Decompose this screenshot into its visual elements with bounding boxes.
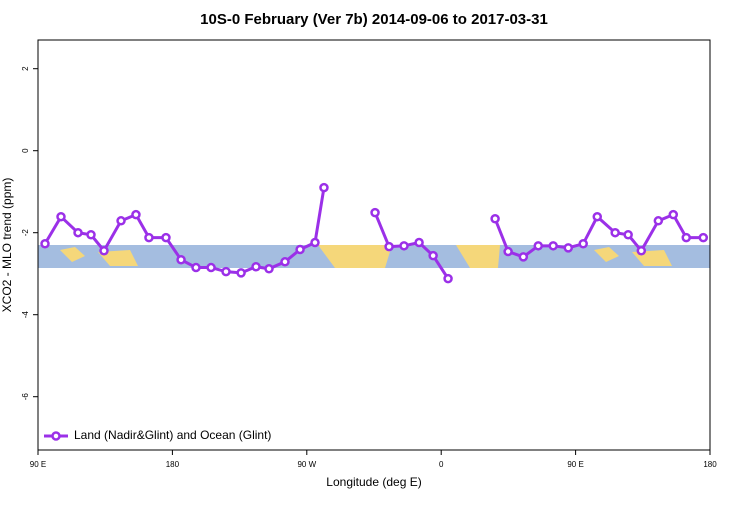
data-point: [251, 261, 261, 272]
data-point: [533, 241, 544, 251]
x-tick-label: 0: [439, 460, 444, 469]
data-point: [428, 250, 438, 261]
data-point: [280, 257, 290, 267]
data-point: [131, 209, 141, 220]
data-point: [548, 241, 558, 251]
data-point: [206, 262, 216, 273]
data-point: [384, 241, 394, 252]
data-point: [490, 214, 500, 224]
data-point: [161, 232, 171, 243]
x-tick-label: 90 W: [297, 460, 316, 469]
data-point: [86, 230, 96, 240]
data-point: [144, 232, 154, 243]
x-tick-label: 180: [703, 460, 717, 469]
data-point: [443, 273, 453, 284]
data-point: [176, 255, 186, 265]
legend-label: Land (Nadir&Glint) and Ocean (Glint): [74, 428, 271, 442]
data-point: [116, 216, 126, 226]
data-point: [668, 209, 679, 220]
data-point: [518, 252, 529, 262]
map-strip: [38, 245, 710, 268]
data-point: [578, 239, 588, 249]
y-tick-label: -6: [21, 393, 30, 401]
data-point: [399, 241, 409, 251]
chart-title: 10S-0 February (Ver 7b) 2014-09-06 to 20…: [200, 11, 548, 28]
y-tick-label: -2: [21, 229, 30, 237]
data-point: [40, 239, 50, 249]
data-point: [221, 266, 231, 277]
data-point: [191, 262, 201, 273]
data-point: [681, 232, 692, 243]
data-point: [56, 211, 66, 222]
data-point: [698, 232, 709, 243]
x-axis-label: Longitude (deg E): [326, 475, 421, 489]
data-point: [264, 264, 274, 274]
data-point: [623, 230, 633, 240]
y-tick-label: 0: [21, 148, 30, 153]
data-point: [592, 211, 603, 222]
data-point: [610, 227, 620, 238]
y-tick-label: 2: [21, 66, 30, 71]
data-point: [636, 245, 647, 256]
data-point: [319, 182, 329, 193]
data-point: [653, 216, 664, 226]
legend-marker: [51, 431, 61, 441]
x-tick-label: 180: [166, 460, 180, 469]
data-point: [563, 243, 574, 253]
x-tick-label: 90 E: [30, 460, 46, 469]
data-point: [503, 246, 513, 257]
data-point: [370, 207, 380, 218]
plot-frame: [37, 39, 711, 451]
data-point: [73, 227, 83, 238]
data-point: [295, 244, 305, 255]
y-axis-label: XCO2 - MLO trend (ppm): [0, 178, 14, 313]
data-point: [99, 245, 109, 256]
y-tick-label: -4: [21, 311, 30, 319]
data-point: [414, 237, 424, 248]
data-point: [236, 268, 246, 278]
data-point: [310, 237, 320, 248]
x-tick-label: 90 E: [567, 460, 583, 469]
